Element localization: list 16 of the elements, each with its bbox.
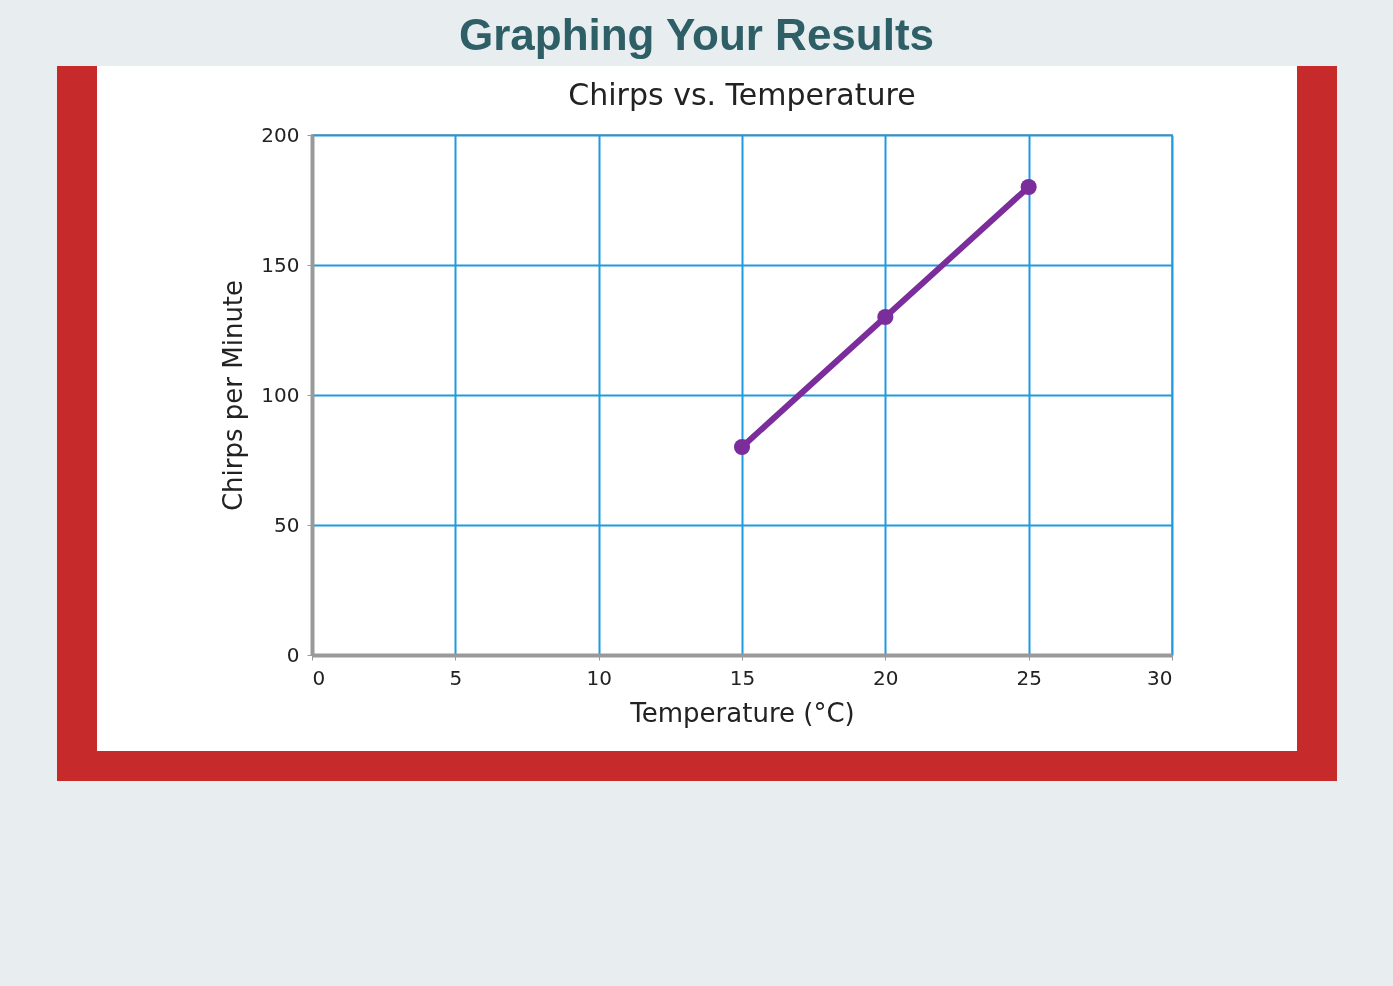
x-tick-label: 15	[729, 665, 756, 690]
y-tick-label: 150	[261, 252, 300, 277]
x-tick-label: 25	[1016, 665, 1042, 690]
y-tick-label: 50	[274, 512, 300, 537]
y-tick-label: 100	[261, 382, 300, 407]
x-tick-label: 5	[449, 665, 463, 690]
x-tick-label: 0	[312, 665, 326, 690]
y-axis-title: Chirps per Minute	[218, 279, 249, 512]
chart-title: Graphing Your Results	[457, 10, 936, 60]
x-tick-label: 10	[586, 665, 612, 690]
y-tick-label: 200	[261, 122, 300, 147]
x-axis-title: Temperature (°C)	[629, 697, 855, 728]
chart-subtitle: Chirps vs. Temperature	[568, 77, 916, 112]
y-tick-label: 0	[286, 642, 300, 667]
x-tick-label: 30	[1147, 665, 1173, 690]
x-tick-label: 20	[873, 665, 899, 690]
